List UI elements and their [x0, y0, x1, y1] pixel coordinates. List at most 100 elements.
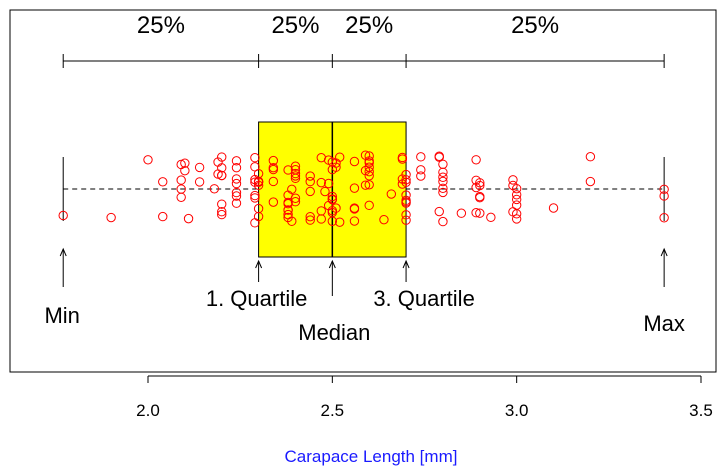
data-point: [305, 186, 315, 197]
x-tick-label: 3.5: [689, 401, 713, 420]
data-point: [231, 191, 242, 201]
data-point: [416, 152, 426, 162]
data-point: [231, 156, 242, 166]
data-point: [659, 213, 669, 223]
data-point: [511, 194, 522, 205]
data-point: [320, 186, 330, 197]
data-point: [434, 151, 444, 161]
data-point: [511, 190, 522, 200]
data-point: [475, 180, 485, 191]
data-point: [386, 189, 397, 199]
data-point: [364, 167, 374, 177]
data-point: [475, 178, 485, 188]
data-point: [511, 214, 522, 224]
data-point: [364, 180, 374, 190]
data-point: [401, 195, 411, 206]
data-point: [438, 183, 448, 194]
data-point: [397, 154, 408, 164]
max-label: Max: [643, 311, 685, 336]
data-point: [253, 203, 264, 214]
data-point: [217, 209, 227, 220]
data-point: [438, 176, 448, 187]
data-point: [659, 191, 669, 201]
data-point: [327, 194, 338, 204]
data-point: [231, 187, 242, 198]
data-point: [158, 177, 168, 187]
data-point: [379, 214, 389, 225]
data-point: [268, 176, 279, 187]
x-tick-label: 3.0: [505, 401, 529, 420]
data-point: [327, 216, 338, 226]
data-point: [231, 174, 242, 184]
data-point: [253, 180, 264, 191]
data-point: [335, 152, 345, 162]
data-point: [290, 161, 301, 171]
data-point: [176, 175, 186, 185]
quartile-label-2: 25%: [271, 12, 319, 39]
data-point: [364, 158, 374, 168]
data-point: [327, 191, 338, 202]
data-point: [438, 167, 448, 177]
data-point: [209, 184, 220, 194]
data-point: [290, 193, 301, 203]
data-point: [217, 199, 227, 209]
data-point: [250, 153, 260, 163]
data-point: [331, 203, 341, 213]
data-point: [349, 156, 360, 167]
data-point: [585, 152, 596, 162]
data-point: [401, 177, 411, 187]
data-point: [287, 216, 297, 226]
data-point: [290, 168, 301, 179]
data-point: [283, 205, 293, 215]
median-arrow-head: [328, 259, 336, 269]
data-point: [58, 210, 68, 221]
data-point: [143, 155, 153, 165]
data-point: [287, 184, 297, 195]
data-point: [290, 165, 301, 175]
data-point: [416, 165, 426, 175]
data-point: [253, 177, 264, 187]
min-label: Min: [44, 303, 79, 328]
data-point: [548, 203, 559, 213]
min-arrow-head: [59, 247, 67, 257]
data-point: [250, 193, 260, 203]
data-point: [456, 208, 467, 218]
data-point: [511, 209, 522, 219]
data-point: [180, 165, 190, 176]
data-point: [217, 163, 227, 173]
data-point: [176, 192, 186, 202]
data-point: [349, 204, 360, 214]
q1-label: 1. Quartile: [206, 286, 308, 311]
data-point: [508, 175, 518, 185]
data-point: [416, 171, 426, 181]
data-point: [217, 207, 227, 217]
data-point: [438, 216, 448, 227]
data-point: [231, 198, 242, 208]
data-point: [283, 197, 293, 208]
quartile-label-1: 25%: [137, 12, 185, 39]
data-point: [268, 162, 279, 173]
data-point: [217, 152, 227, 162]
data-point: [158, 211, 168, 222]
data-point: [401, 210, 411, 220]
data-point: [268, 197, 279, 207]
q3-arrow-head: [402, 259, 410, 269]
q1-arrow-head: [255, 259, 263, 269]
x-axis: 2.0 2.5 3.0 3.5: [136, 375, 713, 420]
data-point: [316, 177, 326, 188]
data-point: [217, 170, 227, 181]
data-point: [511, 183, 522, 194]
x-tick-label: 2.5: [321, 401, 345, 420]
max-arrow-head: [660, 247, 668, 257]
data-point: [194, 162, 205, 173]
data-point: [106, 212, 116, 223]
data-point: [283, 165, 293, 175]
data-point: [486, 212, 496, 223]
data-point: [438, 187, 448, 198]
data-point: [305, 215, 315, 225]
data-point: [401, 215, 411, 225]
data-point: [401, 175, 411, 185]
data-point: [475, 208, 485, 218]
